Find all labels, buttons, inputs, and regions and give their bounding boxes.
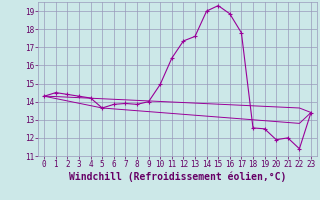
X-axis label: Windchill (Refroidissement éolien,°C): Windchill (Refroidissement éolien,°C): [69, 172, 286, 182]
